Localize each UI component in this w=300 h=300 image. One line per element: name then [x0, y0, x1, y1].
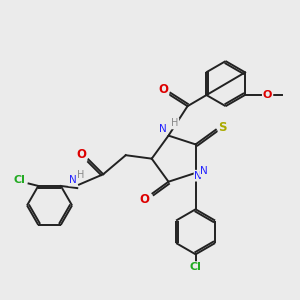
Text: Cl: Cl: [13, 175, 25, 185]
Text: S: S: [219, 121, 227, 134]
Text: O: O: [263, 90, 272, 100]
Text: N: N: [69, 176, 76, 185]
Text: H: H: [77, 170, 84, 180]
Text: O: O: [158, 83, 168, 96]
Text: N: N: [159, 124, 167, 134]
Text: N: N: [194, 171, 202, 181]
Text: O: O: [76, 148, 86, 161]
Text: Cl: Cl: [190, 262, 202, 272]
Text: N: N: [200, 166, 208, 176]
Text: O: O: [140, 193, 150, 206]
Text: H: H: [171, 118, 178, 128]
